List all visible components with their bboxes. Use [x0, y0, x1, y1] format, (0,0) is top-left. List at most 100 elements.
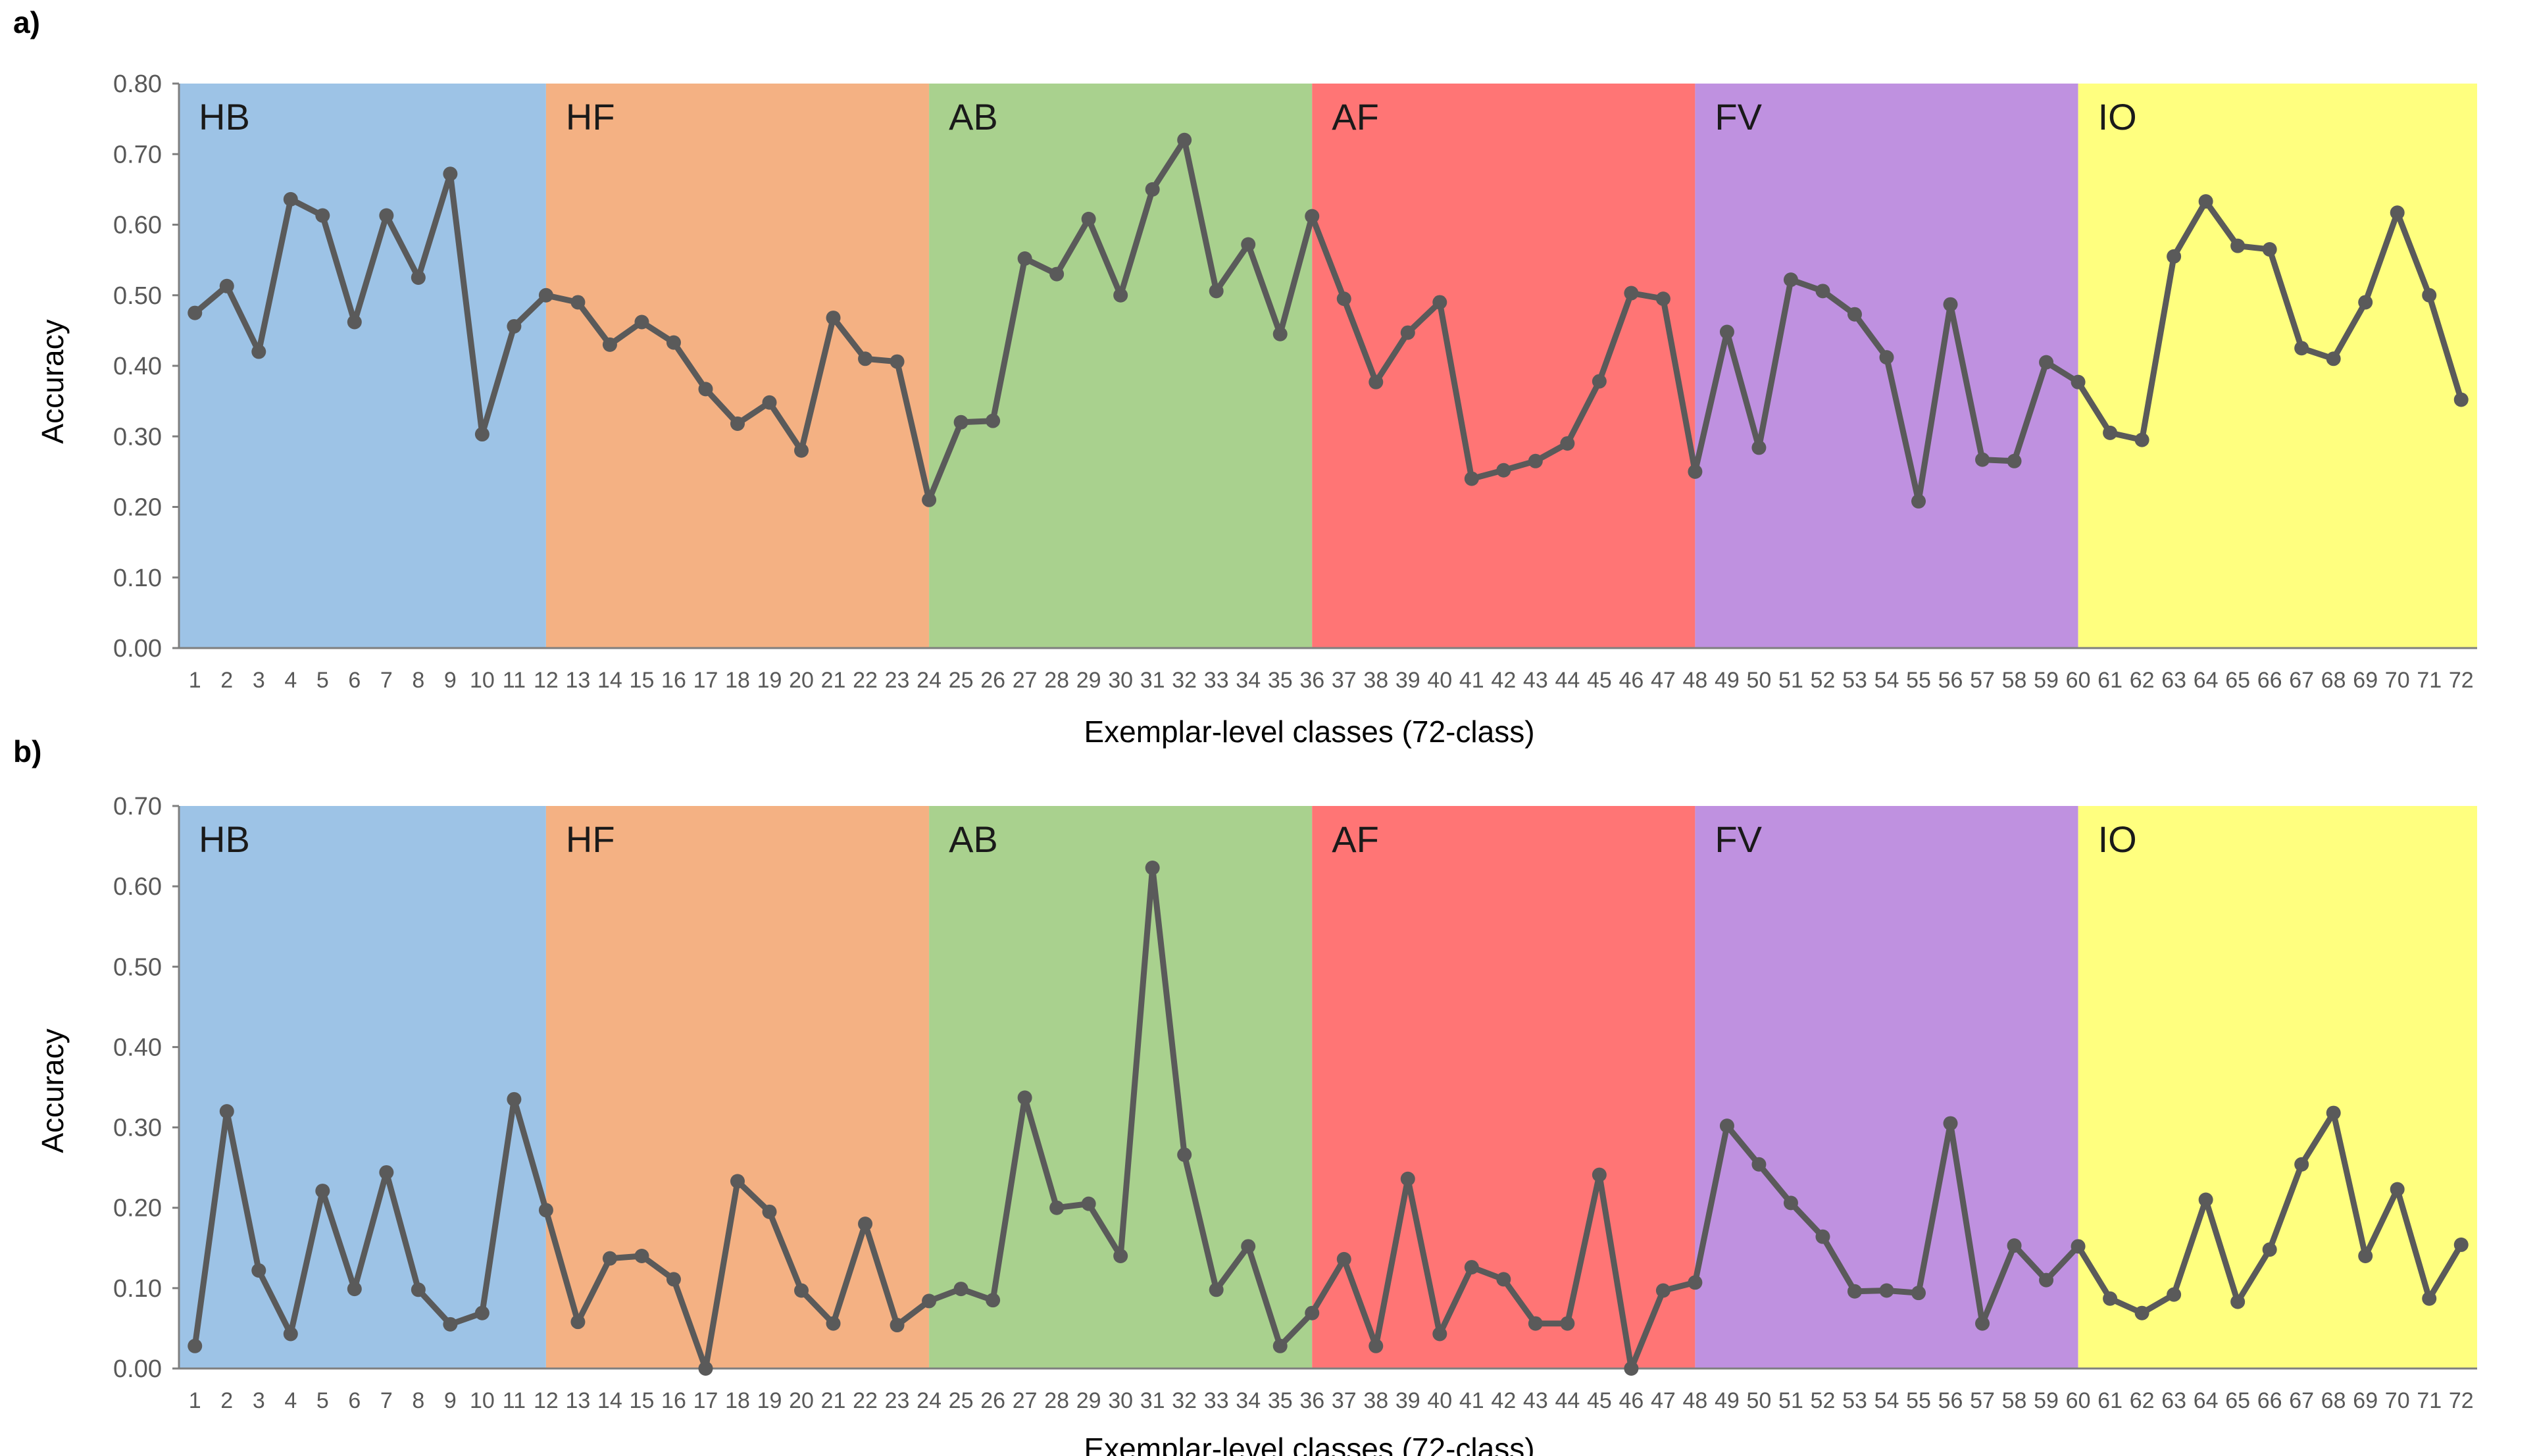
x-tick-label: 48 [1682, 1388, 1707, 1413]
x-tick-label: 61 [2097, 668, 2123, 693]
x-tick-label: 36 [1299, 1388, 1324, 1413]
x-tick-label: 11 [503, 1388, 526, 1413]
x-tick-label: 6 [348, 668, 361, 693]
x-tick-label: 40 [1427, 668, 1452, 693]
y-tick-label: 0.50 [113, 282, 162, 310]
x-tick-label: 17 [693, 1388, 718, 1413]
data-point-class-11 [507, 318, 522, 334]
group-label-hf: HF [566, 96, 615, 138]
x-tick-label: 42 [1491, 668, 1516, 693]
data-point-class-1 [188, 305, 203, 320]
x-tick-label: 4 [284, 1388, 297, 1413]
data-point-class-36 [1305, 1305, 1320, 1320]
panel-b: b) HB HF AB AF FV IO 0.00 0.10 0.20 0.30 0.40 0.50… [13, 734, 2477, 1456]
data-point-class-7 [379, 1165, 394, 1180]
x-tick-label: 20 [789, 668, 814, 693]
x-tick-label: 16 [661, 668, 686, 693]
data-point-class-3 [251, 344, 266, 359]
x-tick-label: 26 [980, 668, 1005, 693]
data-point-class-3 [251, 1263, 266, 1278]
x-tick-label: 36 [1299, 668, 1324, 693]
x-tick-label: 15 [630, 668, 655, 693]
data-point-class-70 [2390, 1182, 2405, 1197]
data-point-class-22 [858, 351, 873, 366]
x-tick-label: 67 [2289, 668, 2314, 693]
x-tick-label: 51 [1778, 668, 1803, 693]
x-tick-label: 72 [2449, 668, 2474, 693]
data-point-class-66 [2262, 242, 2277, 257]
data-point-class-57 [1975, 452, 1990, 467]
data-point-class-40 [1432, 295, 1447, 310]
x-tick-label: 64 [2194, 1388, 2219, 1413]
group-band-hf [545, 84, 930, 648]
panel-b-series [188, 861, 2469, 1376]
y-tick-label: 0.10 [113, 565, 162, 592]
data-point-class-69 [2358, 295, 2373, 310]
group-band-ab [929, 84, 1313, 648]
data-point-class-6 [347, 1282, 362, 1297]
x-tick-label: 39 [1395, 668, 1420, 693]
x-tick-label: 53 [1842, 668, 1867, 693]
data-point-class-23 [890, 354, 905, 369]
x-tick-label: 66 [2257, 668, 2282, 693]
x-tick-label: 65 [2225, 1388, 2250, 1413]
x-tick-label: 35 [1268, 1388, 1293, 1413]
x-tick-label: 71 [2417, 1388, 2442, 1413]
group-band-hb [179, 84, 546, 648]
data-point-class-47 [1655, 1283, 1670, 1298]
x-tick-label: 52 [1811, 1388, 1836, 1413]
x-tick-label: 38 [1363, 668, 1388, 693]
data-point-class-18 [730, 1174, 745, 1189]
x-tick-label: 59 [2034, 668, 2059, 693]
x-tick-label: 29 [1076, 1388, 1101, 1413]
data-point-class-13 [570, 295, 586, 310]
data-point-class-46 [1624, 286, 1639, 301]
x-tick-label: 5 [316, 1388, 329, 1413]
data-point-class-60 [2071, 374, 2086, 389]
x-tick-label: 42 [1491, 1388, 1516, 1413]
data-point-class-64 [2198, 1192, 2213, 1207]
x-tick-label: 62 [2130, 668, 2155, 693]
y-tick-label: 0.00 [113, 635, 162, 663]
x-tick-label: 63 [2161, 668, 2186, 693]
group-band-af [1312, 84, 1696, 648]
x-tick-label: 15 [630, 1388, 655, 1413]
x-tick-label: 72 [2449, 1388, 2474, 1413]
data-point-class-33 [1209, 284, 1224, 299]
y-tick-label: 0.70 [113, 141, 162, 168]
data-point-class-28 [1049, 1200, 1065, 1215]
x-tick-label: 60 [2066, 668, 2091, 693]
data-point-class-10 [474, 1305, 490, 1320]
x-tick-label: 7 [380, 1388, 393, 1413]
x-tick-label: 56 [1938, 668, 1963, 693]
x-tick-label: 61 [2097, 1388, 2123, 1413]
x-tick-label: 37 [1332, 1388, 1357, 1413]
panel-a-group-bands: HB HF AB AF FV IO [179, 84, 2477, 648]
x-tick-label: 40 [1427, 1388, 1452, 1413]
data-point-class-65 [2230, 238, 2246, 253]
data-point-class-13 [570, 1315, 586, 1330]
x-tick-label: 24 [917, 1388, 942, 1413]
data-point-class-64 [2198, 194, 2213, 209]
y-tick-label: 0.70 [113, 793, 162, 820]
y-tick-label: 0.50 [113, 953, 162, 981]
group-label-af: AF [1332, 96, 1379, 138]
x-tick-label: 58 [2002, 1388, 2027, 1413]
data-point-class-17 [698, 1361, 713, 1376]
data-point-class-50 [1751, 1157, 1767, 1172]
data-point-class-63 [2167, 1287, 2182, 1302]
accuracy-series-line [191, 865, 2465, 1372]
x-tick-label: 58 [2002, 668, 2027, 693]
x-tick-label: 23 [885, 668, 910, 693]
data-point-class-11 [507, 1092, 522, 1107]
group-label-hb: HB [199, 96, 250, 138]
group-label-ab: AB [949, 96, 998, 138]
x-tick-label: 50 [1747, 668, 1772, 693]
data-point-class-20 [794, 443, 809, 458]
panel-b-axes [178, 806, 2477, 1370]
x-tick-label: 55 [1906, 668, 1931, 693]
x-tick-label: 54 [1874, 668, 1899, 693]
group-label-hb: HB [199, 818, 250, 860]
data-point-class-16 [666, 335, 681, 350]
data-point-class-15 [634, 314, 649, 330]
